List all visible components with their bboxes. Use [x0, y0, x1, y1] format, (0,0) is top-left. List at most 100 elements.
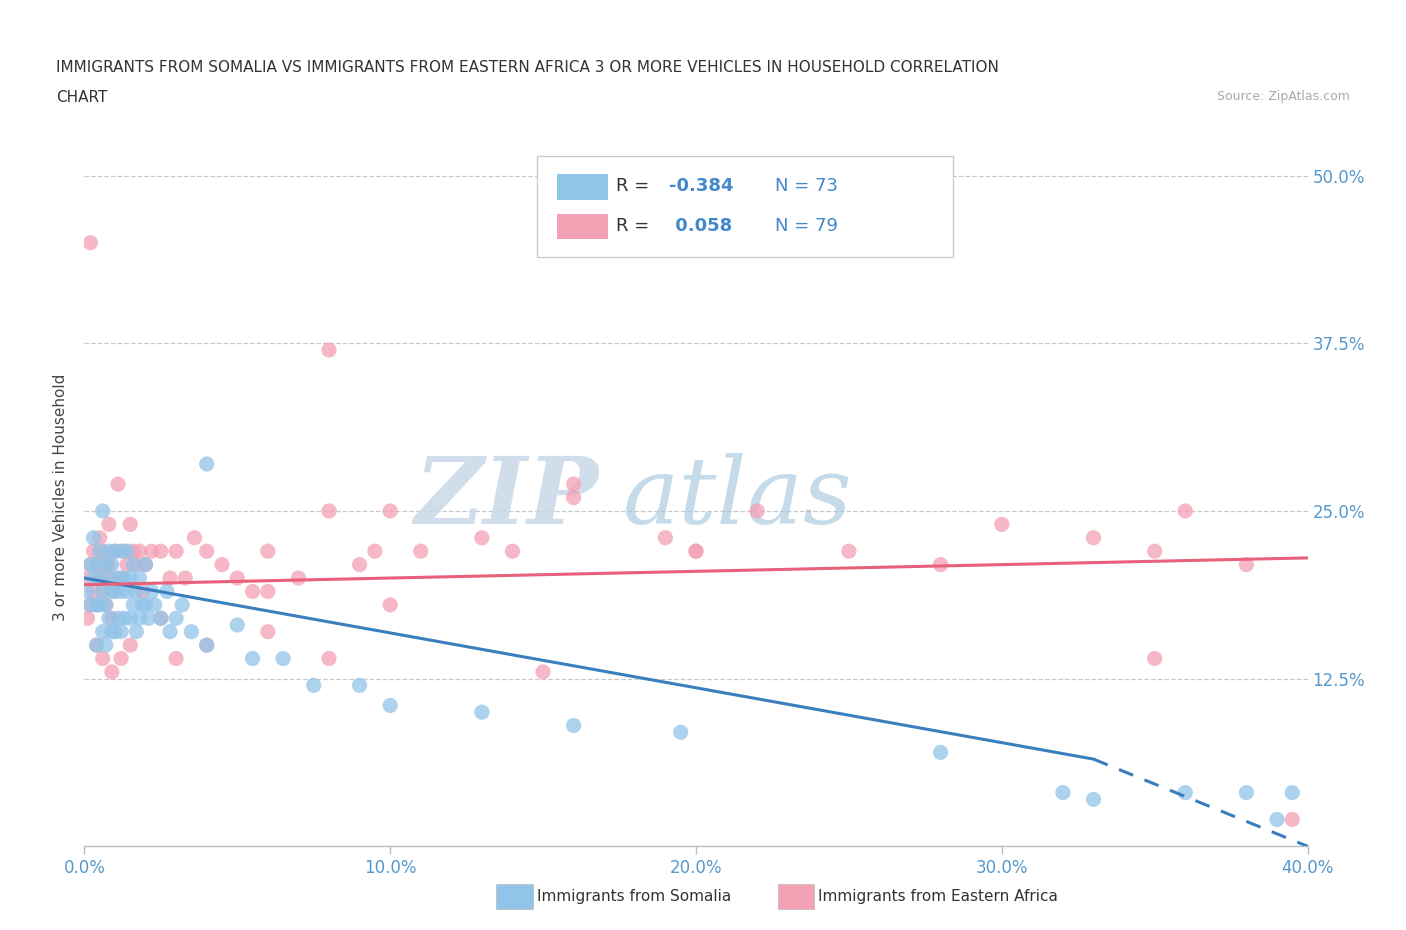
Point	[91, 624, 114, 639]
Point	[257, 624, 280, 639]
Point	[1281, 812, 1303, 827]
Point	[1281, 785, 1303, 800]
Point	[349, 557, 371, 572]
Point	[107, 477, 129, 492]
Point	[165, 651, 187, 666]
Point	[125, 557, 148, 572]
Point	[159, 624, 181, 639]
Point	[471, 705, 494, 720]
Point	[86, 638, 108, 653]
Point	[195, 457, 218, 472]
Point	[97, 517, 120, 532]
Point	[115, 544, 138, 559]
Point	[83, 584, 105, 599]
Point	[89, 530, 111, 545]
Point	[115, 557, 138, 572]
Point	[669, 724, 692, 739]
Point	[141, 544, 163, 559]
Text: CHART: CHART	[56, 90, 108, 105]
Point	[94, 597, 117, 612]
Point	[122, 597, 145, 612]
Point	[115, 584, 138, 599]
Point	[271, 651, 294, 666]
Point	[110, 544, 132, 559]
Point	[76, 571, 98, 586]
Text: N = 73: N = 73	[776, 178, 838, 195]
Point	[128, 571, 150, 586]
Point	[104, 584, 127, 599]
Point	[122, 557, 145, 572]
Point	[104, 544, 127, 559]
Point	[838, 544, 860, 559]
Point	[86, 557, 108, 572]
Point	[112, 571, 135, 586]
Point	[242, 584, 264, 599]
Point	[125, 624, 148, 639]
Point	[101, 557, 124, 572]
Point	[195, 638, 218, 653]
Point	[180, 624, 202, 639]
Point	[380, 503, 402, 518]
Point	[1265, 812, 1288, 827]
Point	[94, 597, 117, 612]
Text: R =: R =	[616, 218, 655, 235]
Y-axis label: 3 or more Vehicles in Household: 3 or more Vehicles in Household	[53, 374, 69, 621]
Point	[79, 597, 101, 612]
Point	[1143, 544, 1166, 559]
Point	[89, 571, 111, 586]
FancyBboxPatch shape	[537, 156, 953, 257]
Point	[101, 665, 124, 680]
Point	[86, 557, 108, 572]
Point	[94, 557, 117, 572]
Point	[120, 638, 142, 653]
Point	[76, 611, 98, 626]
Point	[128, 544, 150, 559]
Point	[1174, 785, 1197, 800]
Point	[122, 544, 145, 559]
Point	[135, 557, 157, 572]
Point	[257, 584, 280, 599]
Point	[97, 611, 120, 626]
Point	[929, 557, 952, 572]
Point	[138, 611, 160, 626]
Point	[112, 544, 135, 559]
Point	[89, 571, 111, 586]
Point	[991, 517, 1014, 532]
Point	[120, 517, 142, 532]
Point	[257, 544, 280, 559]
Point	[128, 611, 150, 626]
Point	[156, 584, 179, 599]
Point	[502, 544, 524, 559]
Point	[165, 611, 187, 626]
Point	[685, 544, 707, 559]
Point	[172, 597, 194, 612]
Point	[89, 544, 111, 559]
Point	[94, 557, 117, 572]
Point	[318, 342, 340, 357]
Point	[120, 611, 142, 626]
Point	[97, 571, 120, 586]
Point	[101, 584, 124, 599]
Text: Immigrants from Somalia: Immigrants from Somalia	[537, 889, 731, 904]
Point	[107, 571, 129, 586]
Point	[531, 665, 554, 680]
Point	[135, 597, 157, 612]
Point	[101, 571, 124, 586]
Point	[91, 503, 114, 518]
Point	[101, 624, 124, 639]
Point	[143, 597, 166, 612]
Point	[97, 544, 120, 559]
Point	[104, 624, 127, 639]
Point	[83, 571, 105, 586]
Point	[349, 678, 371, 693]
Point	[110, 624, 132, 639]
Point	[1083, 792, 1105, 807]
Point	[318, 503, 340, 518]
Point	[79, 557, 101, 572]
Text: 0.058: 0.058	[669, 218, 733, 235]
Point	[76, 584, 98, 599]
Point	[159, 571, 181, 586]
Point	[131, 584, 153, 599]
Point	[112, 611, 135, 626]
Point	[141, 584, 163, 599]
